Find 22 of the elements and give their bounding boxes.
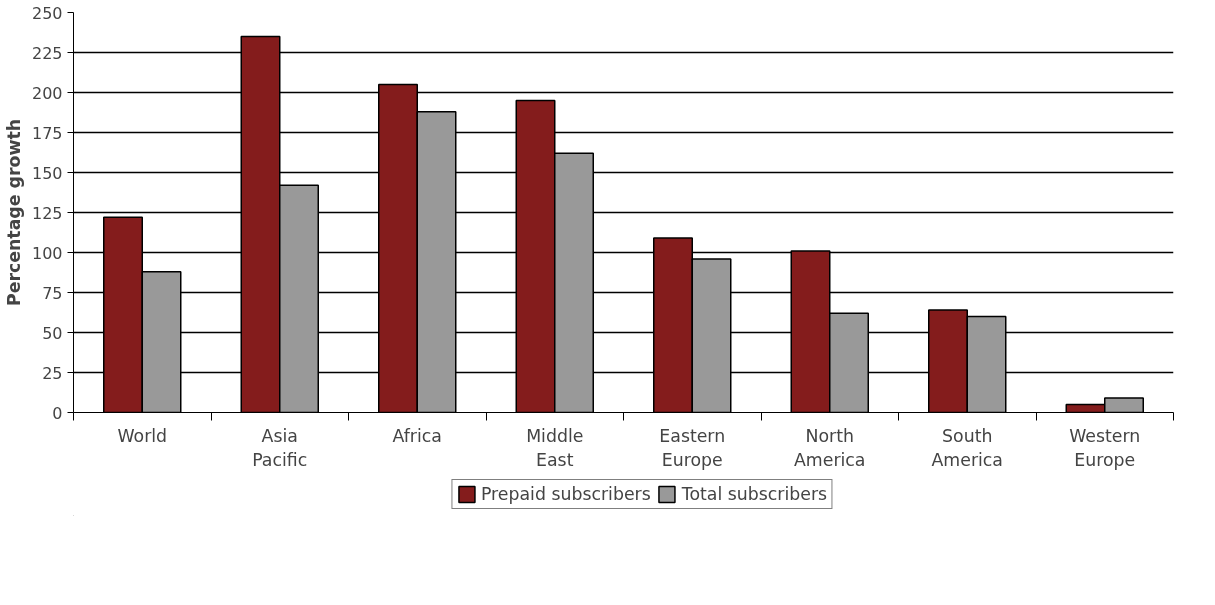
y-tick-label: 150 [31,163,63,183]
y-tick-label: 50 [42,323,63,343]
x-tick-label: Eastern Europe [659,425,726,470]
x-tick-label: South America [931,425,1003,470]
x-tick-label: World [117,425,168,446]
y-tick-label: 125 [31,203,63,223]
y-tick-label: 225 [31,43,63,63]
legend-label: Prepaid subscribers [480,484,651,504]
x-tick-label: North America [794,425,866,470]
y-tick-label: 25 [42,363,63,383]
legend-label: Total subscribers [681,484,828,504]
y-tick-label: 0 [52,403,63,423]
x-tick-label: Western Europe [1069,425,1141,470]
y-axis-title: Percentage growth [3,118,24,306]
y-tick-label: 75 [42,283,63,303]
x-tick-label: Asia Pacific [252,425,308,470]
x-tick-label: Africa [392,425,442,446]
y-tick-label: 200 [31,83,63,103]
y-tick-label: 175 [31,123,63,143]
x-tick-label: Middle East [526,425,584,470]
y-tick-label: 100 [31,243,63,263]
y-tick-label: 250 [31,3,63,23]
